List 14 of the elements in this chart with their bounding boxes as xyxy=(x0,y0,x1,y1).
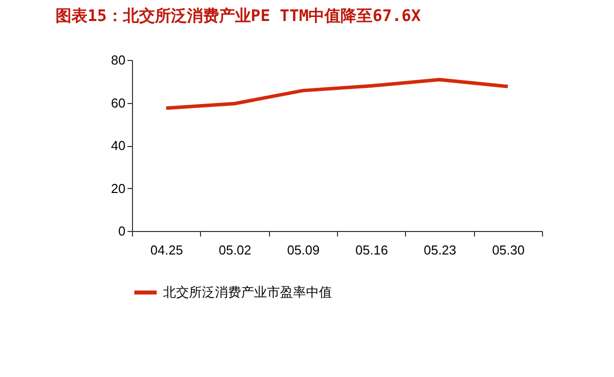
x-tick-label: 05.16 xyxy=(355,242,388,258)
x-tick-label: 05.09 xyxy=(287,242,320,258)
line-series xyxy=(164,78,510,110)
legend-label: 北交所泛消费产业市盈率中值 xyxy=(163,284,332,300)
x-tick-label: 05.23 xyxy=(424,242,456,258)
x-tick-label: 04.25 xyxy=(150,242,183,258)
chart-title: 图表15：北交所泛消费产业PE TTM中值降至67.6X xyxy=(56,6,422,25)
y-tick-label: 60 xyxy=(111,95,126,110)
y-tick-label: 20 xyxy=(111,180,126,196)
y-tick-label: 0 xyxy=(118,224,126,238)
y-tick-label: 40 xyxy=(111,138,126,153)
x-tick-label: 05.30 xyxy=(492,242,525,258)
y-tick-label: 80 xyxy=(111,52,126,68)
x-tick-label: 05.02 xyxy=(218,242,252,258)
